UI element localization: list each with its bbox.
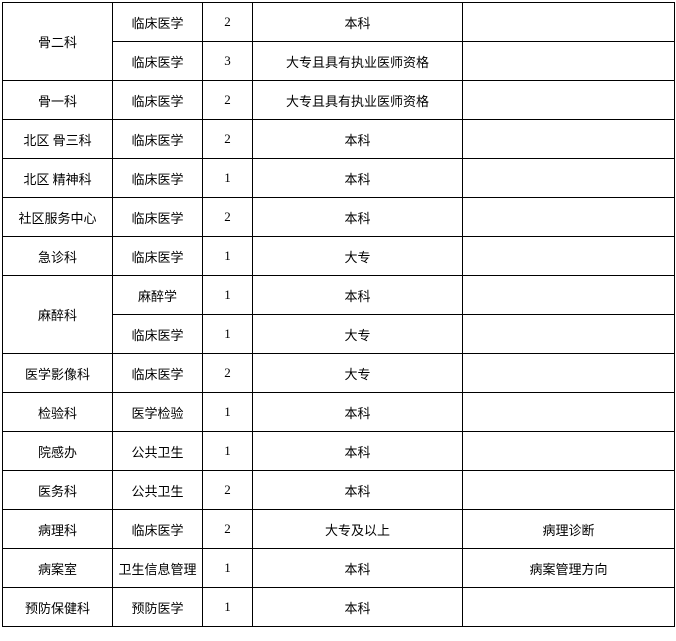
cell-major: 临床医学 — [113, 3, 203, 42]
cell-major: 临床医学 — [113, 198, 203, 237]
cell-note — [463, 42, 675, 81]
table-row: 院感办 公共卫生 1 本科 — [3, 432, 675, 471]
cell-req: 本科 — [253, 393, 463, 432]
table-row: 骨一科 临床医学 2 大专且具有执业医师资格 — [3, 81, 675, 120]
table-row: 北区 精神科 临床医学 1 本科 — [3, 159, 675, 198]
cell-major: 临床医学 — [113, 120, 203, 159]
cell-num: 1 — [203, 432, 253, 471]
cell-dept: 麻醉科 — [3, 276, 113, 354]
cell-dept: 病案室 — [3, 549, 113, 588]
cell-num: 2 — [203, 3, 253, 42]
cell-note: 病案管理方向 — [463, 549, 675, 588]
cell-num: 1 — [203, 276, 253, 315]
cell-req: 本科 — [253, 198, 463, 237]
cell-req: 大专 — [253, 237, 463, 276]
cell-major: 公共卫生 — [113, 471, 203, 510]
recruitment-table: 骨二科 临床医学 2 本科 临床医学 3 大专且具有执业医师资格 骨一科 临床医… — [2, 2, 675, 627]
cell-req: 大专且具有执业医师资格 — [253, 81, 463, 120]
cell-num: 2 — [203, 471, 253, 510]
cell-num: 1 — [203, 159, 253, 198]
cell-num: 2 — [203, 198, 253, 237]
cell-note — [463, 315, 675, 354]
table-row: 检验科 医学检验 1 本科 — [3, 393, 675, 432]
cell-major: 临床医学 — [113, 354, 203, 393]
cell-major: 卫生信息管理 — [113, 549, 203, 588]
cell-req: 本科 — [253, 276, 463, 315]
cell-dept: 病理科 — [3, 510, 113, 549]
cell-major: 预防医学 — [113, 588, 203, 627]
cell-req: 本科 — [253, 3, 463, 42]
cell-major: 麻醉学 — [113, 276, 203, 315]
cell-note — [463, 276, 675, 315]
cell-req: 本科 — [253, 432, 463, 471]
cell-note — [463, 393, 675, 432]
cell-major: 临床医学 — [113, 237, 203, 276]
cell-num: 2 — [203, 510, 253, 549]
cell-dept: 骨二科 — [3, 3, 113, 81]
cell-req: 大专且具有执业医师资格 — [253, 42, 463, 81]
cell-dept: 北区 骨三科 — [3, 120, 113, 159]
cell-num: 3 — [203, 42, 253, 81]
table-body: 骨二科 临床医学 2 本科 临床医学 3 大专且具有执业医师资格 骨一科 临床医… — [3, 3, 675, 627]
cell-req: 本科 — [253, 159, 463, 198]
cell-note — [463, 120, 675, 159]
cell-num: 2 — [203, 120, 253, 159]
cell-req: 大专及以上 — [253, 510, 463, 549]
table-row: 预防保健科 预防医学 1 本科 — [3, 588, 675, 627]
cell-note — [463, 237, 675, 276]
cell-num: 2 — [203, 81, 253, 120]
cell-req: 本科 — [253, 588, 463, 627]
table-row: 病案室 卫生信息管理 1 本科 病案管理方向 — [3, 549, 675, 588]
cell-dept: 院感办 — [3, 432, 113, 471]
cell-req: 本科 — [253, 549, 463, 588]
cell-major: 公共卫生 — [113, 432, 203, 471]
table-row: 病理科 临床医学 2 大专及以上 病理诊断 — [3, 510, 675, 549]
cell-dept: 医学影像科 — [3, 354, 113, 393]
cell-note — [463, 354, 675, 393]
cell-note — [463, 198, 675, 237]
cell-major: 临床医学 — [113, 81, 203, 120]
cell-dept: 骨一科 — [3, 81, 113, 120]
cell-num: 1 — [203, 549, 253, 588]
cell-note — [463, 159, 675, 198]
cell-note — [463, 3, 675, 42]
cell-major: 临床医学 — [113, 159, 203, 198]
cell-dept: 医务科 — [3, 471, 113, 510]
cell-num: 2 — [203, 354, 253, 393]
cell-dept: 北区 精神科 — [3, 159, 113, 198]
cell-major: 临床医学 — [113, 315, 203, 354]
cell-dept: 预防保健科 — [3, 588, 113, 627]
cell-req: 本科 — [253, 120, 463, 159]
table-row: 骨二科 临床医学 2 本科 — [3, 3, 675, 42]
cell-major: 临床医学 — [113, 510, 203, 549]
cell-req: 大专 — [253, 354, 463, 393]
table-row: 急诊科 临床医学 1 大专 — [3, 237, 675, 276]
cell-note — [463, 81, 675, 120]
cell-dept: 检验科 — [3, 393, 113, 432]
cell-dept: 急诊科 — [3, 237, 113, 276]
cell-note — [463, 432, 675, 471]
cell-note — [463, 471, 675, 510]
cell-num: 1 — [203, 588, 253, 627]
table-row: 社区服务中心 临床医学 2 本科 — [3, 198, 675, 237]
cell-req: 本科 — [253, 471, 463, 510]
cell-note: 病理诊断 — [463, 510, 675, 549]
cell-dept: 社区服务中心 — [3, 198, 113, 237]
table-row: 医务科 公共卫生 2 本科 — [3, 471, 675, 510]
cell-num: 1 — [203, 393, 253, 432]
table-row: 麻醉科 麻醉学 1 本科 — [3, 276, 675, 315]
cell-major: 临床医学 — [113, 42, 203, 81]
cell-num: 1 — [203, 237, 253, 276]
table-row: 医学影像科 临床医学 2 大专 — [3, 354, 675, 393]
table-row: 北区 骨三科 临床医学 2 本科 — [3, 120, 675, 159]
cell-num: 1 — [203, 315, 253, 354]
cell-req: 大专 — [253, 315, 463, 354]
cell-note — [463, 588, 675, 627]
cell-major: 医学检验 — [113, 393, 203, 432]
